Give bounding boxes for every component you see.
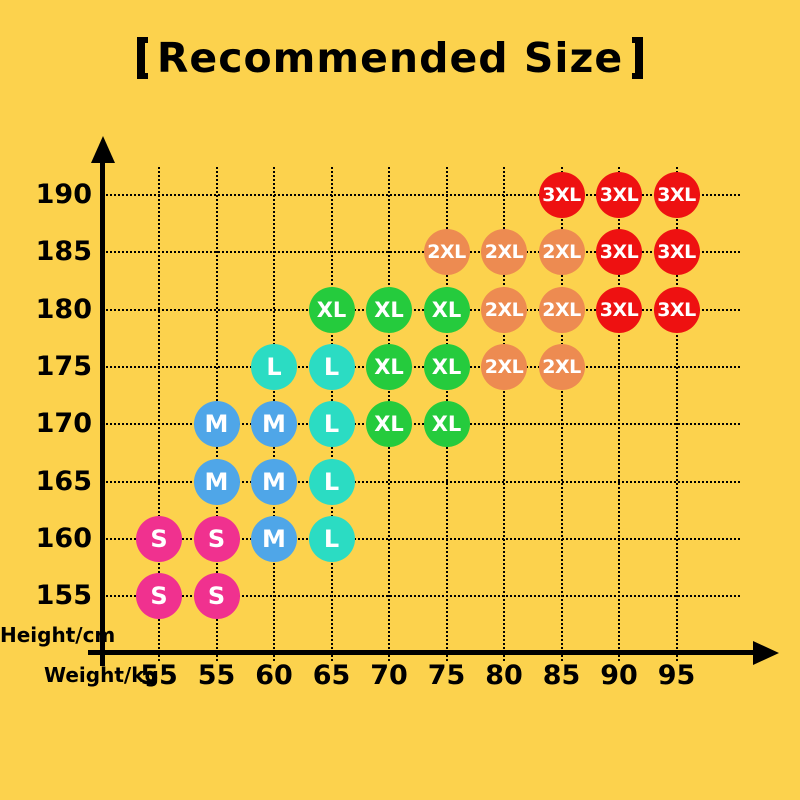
left-lenticular-bracket-icon [136, 37, 148, 79]
size-dot-m: M [251, 401, 297, 448]
size-dot-s: S [136, 573, 182, 620]
x-tick-label: 75 [427, 660, 466, 691]
vertical-gridline [675, 167, 678, 661]
right-lenticular-bracket-icon [632, 37, 644, 79]
y-tick-label: 180 [35, 293, 92, 325]
size-dot-l: L [308, 458, 355, 505]
size-dot-m: M [193, 458, 240, 505]
y-tick-label: 190 [35, 179, 92, 210]
horizontal-gridline [103, 595, 740, 598]
size-dot-xl: XL [423, 401, 470, 448]
size-dot-m: M [193, 401, 240, 448]
size-dot-2xl: 2XL [481, 229, 527, 276]
vertical-gridline [560, 167, 563, 661]
y-tick-label: 170 [35, 408, 92, 440]
horizontal-gridline [103, 480, 740, 483]
size-dot-3xl: 3XL [653, 286, 700, 333]
size-dot-xl: XL [423, 344, 470, 391]
size-dot-l: L [308, 516, 355, 563]
x-tick-label: 55 [197, 660, 236, 691]
size-dot-2xl: 2XL [538, 286, 585, 333]
chart-title: Recommended Size [0, 34, 780, 82]
size-dot-xl: XL [366, 286, 412, 333]
size-dot-xl: XL [423, 286, 470, 333]
x-tick-label: 80 [485, 660, 523, 691]
size-dot-2xl: 2XL [423, 229, 470, 276]
size-dot-2xl: 2XL [538, 229, 585, 276]
size-dot-s: S [193, 516, 240, 563]
size-dot-m: M [251, 458, 297, 505]
size-dot-s: S [136, 516, 182, 563]
vertical-gridline [158, 167, 160, 661]
vertical-gridline [618, 167, 620, 661]
size-dot-xl: XL [366, 401, 412, 448]
size-dot-l: L [308, 344, 355, 391]
y-axis [100, 152, 105, 666]
size-dot-3xl: 3XL [653, 229, 700, 276]
x-tick-label: 65 [312, 660, 351, 691]
x-tick-label: 55 [140, 660, 178, 691]
x-tick-label: 60 [255, 660, 293, 691]
x-tick-label: 85 [542, 660, 581, 691]
horizontal-gridline [103, 538, 740, 541]
horizontal-gridline [103, 251, 740, 254]
size-dot-xl: XL [366, 344, 412, 391]
y-tick-label: 165 [35, 465, 92, 497]
vertical-gridline [503, 167, 505, 661]
x-tick-label: 90 [600, 660, 638, 691]
horizontal-gridline [103, 308, 740, 311]
x-axis [88, 650, 755, 655]
size-dot-s: S [193, 573, 240, 620]
x-axis-arrow-icon [753, 641, 779, 665]
size-dot-l: L [308, 401, 355, 448]
y-axis-label: Height/cm [0, 623, 116, 647]
x-tick-label: 95 [657, 660, 696, 691]
size-dot-3xl: 3XL [596, 286, 642, 333]
x-tick-label: 70 [370, 660, 408, 691]
size-dot-3xl: 3XL [653, 172, 700, 218]
y-tick-label: 185 [35, 236, 92, 268]
y-tick-label: 155 [35, 580, 92, 612]
horizontal-gridline [103, 194, 740, 196]
size-dot-l: L [251, 344, 297, 391]
size-dot-2xl: 2XL [481, 344, 527, 391]
size-dot-3xl: 3XL [596, 172, 642, 218]
size-dot-xl: XL [308, 286, 355, 333]
y-tick-label: 175 [35, 351, 92, 383]
horizontal-gridline [103, 423, 740, 426]
size-dot-2xl: 2XL [481, 286, 527, 333]
horizontal-gridline [103, 366, 740, 369]
y-tick-label: 160 [35, 523, 92, 555]
size-dot-3xl: 3XL [538, 172, 585, 218]
size-dot-3xl: 3XL [596, 229, 642, 276]
chart-title-text: Recommended Size [156, 34, 624, 82]
size-dot-m: M [251, 516, 297, 563]
x-axis-label: Weight/kg [44, 663, 159, 687]
y-axis-arrow-icon [91, 136, 115, 163]
size-dot-2xl: 2XL [538, 344, 585, 391]
